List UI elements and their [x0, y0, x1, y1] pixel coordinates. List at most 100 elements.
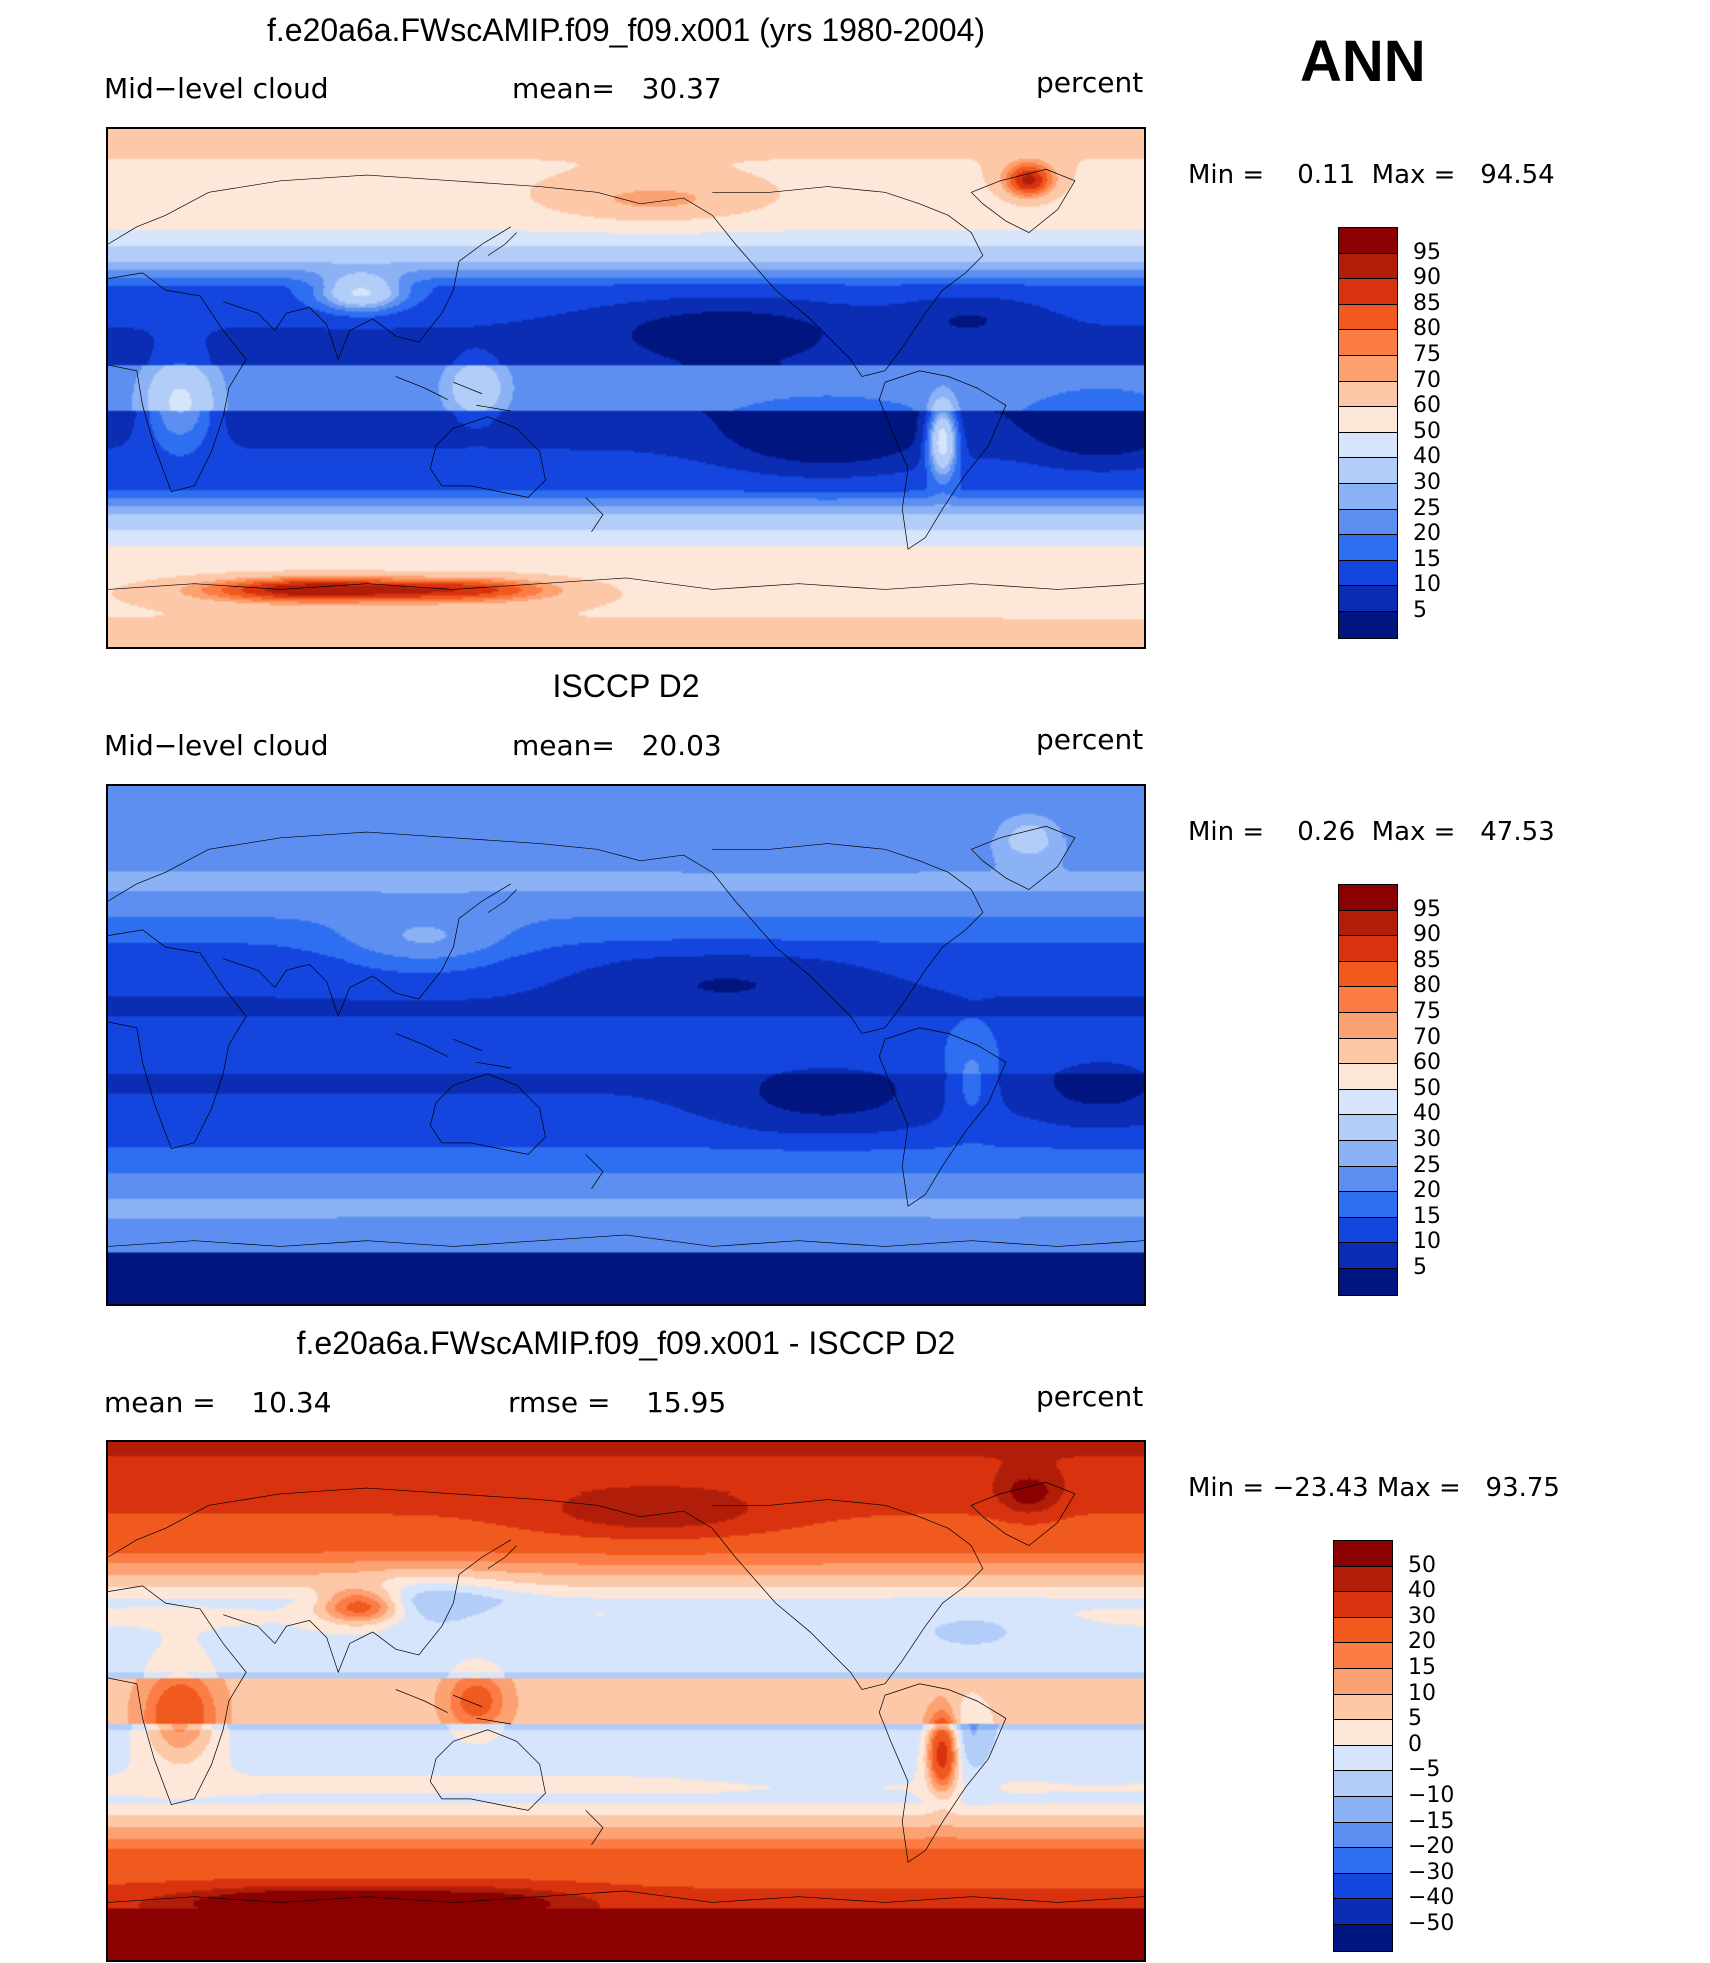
colorbar-swatch — [1339, 330, 1397, 356]
colorbar-label: 50 — [1408, 1552, 1436, 1578]
coastline-path — [971, 1482, 1075, 1545]
colorbar-swatch — [1339, 885, 1397, 911]
colorbar-swatch — [1334, 1617, 1392, 1644]
coastline-path — [223, 959, 373, 1017]
contour-field — [108, 786, 1144, 1304]
coastline-path — [108, 1891, 1144, 1903]
panel2-variable-label: Mid−level cloud — [104, 729, 329, 762]
colorbar-label: 95 — [1413, 239, 1441, 265]
coastline-path — [108, 273, 246, 492]
colorbar-swatch — [1339, 458, 1397, 484]
panel1-min-max: Min = 0.11 Max = 94.54 — [1188, 160, 1555, 190]
panel3-mean-label: mean = 10.34 — [104, 1386, 332, 1419]
panel2-mean-label: mean= 20.03 — [512, 729, 722, 762]
colorbar-label: 40 — [1413, 1101, 1441, 1127]
colorbar-swatch — [1339, 1038, 1397, 1065]
colorbar-label: 80 — [1413, 316, 1441, 342]
colorbar-label: 10 — [1413, 572, 1441, 598]
colorbar-swatch — [1334, 1848, 1392, 1874]
contour-field — [108, 1442, 1144, 1960]
colorbar-swatch — [1339, 586, 1397, 612]
colorbar-label: −20 — [1408, 1834, 1455, 1860]
colorbar-swatch — [1334, 1720, 1392, 1746]
coastline-path — [108, 1235, 1144, 1247]
coastline-path — [488, 233, 517, 256]
colorbar-label: 85 — [1413, 947, 1441, 973]
panel1-variable-label: Mid−level cloud — [104, 72, 329, 105]
coastline-path — [108, 930, 246, 1149]
colorbar-label: −40 — [1408, 1885, 1455, 1911]
colorbar-swatch — [1339, 1115, 1397, 1141]
coastlines — [108, 1442, 1144, 1960]
coastline-path — [971, 826, 1075, 889]
colorbar-label: 90 — [1413, 265, 1441, 291]
colorbar-swatch — [1334, 1745, 1392, 1772]
colorbar-swatch — [1339, 253, 1397, 280]
panel3-map — [106, 1440, 1146, 1962]
panel3-min-max: Min = −23.43 Max = 93.75 — [1188, 1473, 1560, 1503]
coastline-path — [971, 169, 1075, 232]
coastline-path — [396, 1033, 511, 1068]
coastline-path — [430, 417, 545, 498]
colorbar-label: 40 — [1413, 444, 1441, 470]
colorbar-swatch — [1339, 961, 1397, 988]
panel2-title: ISCCP D2 — [552, 668, 700, 704]
colorbar-label: −10 — [1408, 1783, 1455, 1808]
colorbar-label: −30 — [1408, 1859, 1455, 1885]
coastline-path — [879, 371, 1006, 549]
colorbar-swatch — [1334, 1796, 1392, 1823]
colorbar-swatch — [1339, 1140, 1397, 1167]
colorbar-swatch — [1334, 1643, 1392, 1669]
colorbar-label: 5 — [1413, 1255, 1427, 1280]
colorbar-label: 30 — [1413, 1127, 1441, 1152]
colorbar-label: 0 — [1408, 1731, 1422, 1757]
coastline-path — [586, 1810, 603, 1845]
coastline-path — [108, 832, 640, 901]
panel1-mean-label: mean= 30.37 — [512, 72, 722, 105]
coastline-path — [488, 1546, 517, 1569]
colorbar-swatch — [1339, 483, 1397, 510]
colorbar-label: 60 — [1413, 1050, 1441, 1076]
colorbar-swatch — [1339, 1089, 1397, 1116]
colorbar-label: 40 — [1408, 1578, 1436, 1604]
colorbar-label: −50 — [1408, 1911, 1455, 1936]
colorbar-swatch — [1334, 1694, 1392, 1721]
coastline-path — [108, 175, 640, 244]
colorbar-label: 15 — [1408, 1655, 1436, 1680]
panel1-map — [106, 127, 1146, 649]
colorbar-label: 5 — [1408, 1706, 1422, 1732]
colorbar-swatch — [1339, 355, 1397, 382]
colorbar-swatch — [1339, 535, 1397, 561]
coastline-path — [879, 1028, 1006, 1206]
coastline-path — [108, 1586, 246, 1805]
panel2-units-label: percent — [1036, 723, 1144, 756]
coastline-path — [223, 302, 373, 360]
colorbar-label: 75 — [1413, 999, 1441, 1024]
colorbar-swatch — [1334, 1822, 1392, 1849]
colorbar-swatch — [1334, 1899, 1392, 1925]
coastline-path — [396, 376, 511, 411]
colorbar-label: 25 — [1413, 1152, 1441, 1178]
coastline-path — [396, 1689, 511, 1724]
colorbar-swatch — [1339, 1166, 1397, 1193]
colorbar-label: 70 — [1413, 1024, 1441, 1050]
colorbar-swatch — [1334, 1541, 1392, 1567]
colorbar-swatch — [1339, 1192, 1397, 1218]
coastline-path — [879, 1684, 1006, 1862]
panel2-colorbar — [1338, 884, 1398, 1296]
season-label: ANN — [1300, 29, 1426, 94]
colorbar-label: 60 — [1413, 393, 1441, 419]
coastline-path — [430, 1730, 545, 1811]
coastline-path — [373, 884, 511, 999]
coastline-path — [108, 1488, 640, 1557]
colorbar-label: −15 — [1408, 1808, 1455, 1834]
colorbar-swatch — [1339, 228, 1397, 254]
colorbar-label: 50 — [1413, 418, 1441, 444]
coastline-path — [373, 1540, 511, 1655]
coastlines — [108, 786, 1144, 1304]
colorbar-swatch — [1334, 1592, 1392, 1618]
coastline-path — [640, 1500, 982, 1690]
colorbar-label: 70 — [1413, 367, 1441, 393]
colorbar-swatch — [1339, 279, 1397, 305]
colorbar-label: 95 — [1413, 896, 1441, 922]
